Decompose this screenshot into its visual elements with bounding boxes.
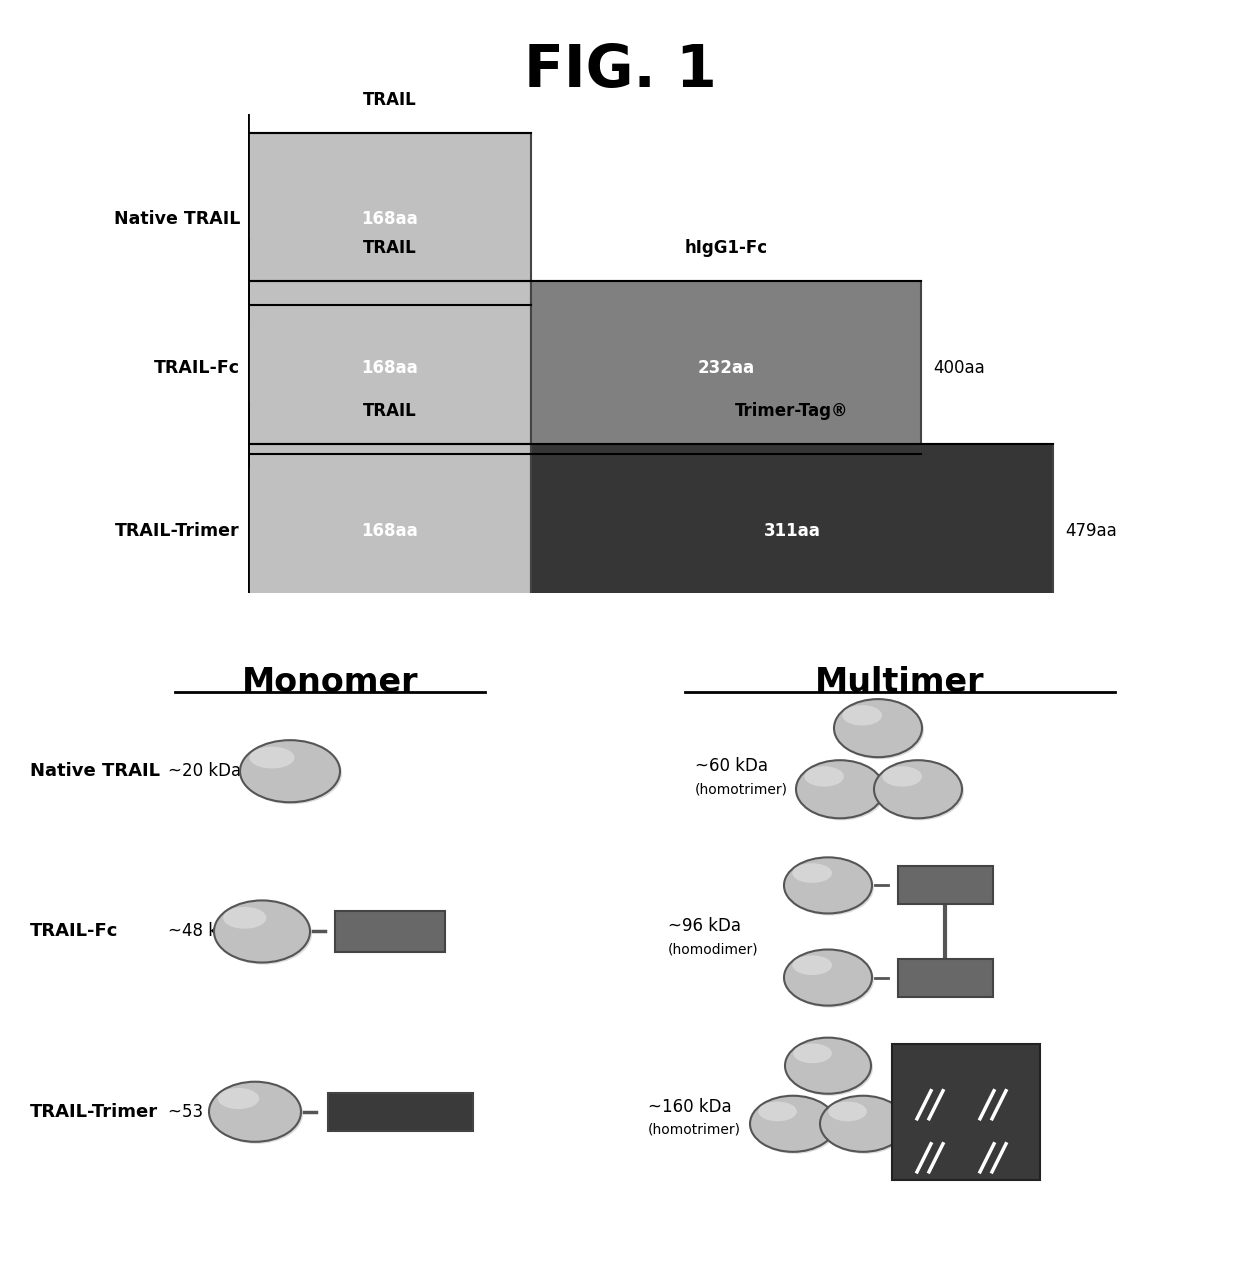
- Ellipse shape: [751, 1098, 838, 1153]
- Ellipse shape: [784, 857, 872, 914]
- Text: FIG. 1: FIG. 1: [523, 42, 717, 98]
- Text: TRAIL-Trimer: TRAIL-Trimer: [115, 521, 241, 540]
- Text: Native TRAIL: Native TRAIL: [114, 209, 241, 228]
- Ellipse shape: [787, 1040, 873, 1095]
- Ellipse shape: [874, 760, 962, 818]
- Ellipse shape: [223, 907, 267, 929]
- Ellipse shape: [786, 952, 874, 1007]
- Text: hIgG1-Fc: hIgG1-Fc: [684, 240, 768, 257]
- Ellipse shape: [828, 1102, 867, 1121]
- Ellipse shape: [750, 1095, 836, 1152]
- Text: Multimer: Multimer: [815, 666, 985, 699]
- Ellipse shape: [822, 1098, 908, 1153]
- Ellipse shape: [796, 760, 884, 818]
- Bar: [898, 867, 992, 905]
- Ellipse shape: [805, 766, 844, 786]
- Bar: [248, 281, 531, 454]
- Bar: [327, 1093, 472, 1131]
- Text: (homotrimer): (homotrimer): [649, 1123, 742, 1137]
- Text: 311aa: 311aa: [764, 521, 821, 540]
- Ellipse shape: [249, 747, 295, 769]
- Text: 479aa: 479aa: [1065, 521, 1117, 540]
- Ellipse shape: [241, 741, 340, 803]
- Text: ~48 kDa: ~48 kDa: [167, 923, 241, 940]
- Text: TRAIL: TRAIL: [362, 91, 417, 109]
- Text: ~96 kDa: ~96 kDa: [668, 917, 742, 935]
- Text: TRAIL-Fc: TRAIL-Fc: [30, 923, 118, 940]
- Ellipse shape: [242, 742, 342, 804]
- Ellipse shape: [216, 902, 312, 964]
- Ellipse shape: [792, 955, 832, 976]
- Ellipse shape: [218, 1088, 259, 1109]
- Bar: [531, 281, 921, 454]
- Ellipse shape: [792, 863, 832, 883]
- Text: TRAIL: TRAIL: [362, 240, 417, 257]
- Bar: [892, 1044, 1040, 1180]
- Text: 168aa: 168aa: [361, 358, 418, 377]
- Ellipse shape: [794, 1044, 832, 1063]
- Ellipse shape: [836, 702, 924, 760]
- Ellipse shape: [210, 1082, 301, 1142]
- Text: ~160 kDa: ~160 kDa: [649, 1098, 732, 1116]
- Ellipse shape: [786, 859, 874, 915]
- Ellipse shape: [820, 1095, 906, 1152]
- Text: Trimer-Tag®: Trimer-Tag®: [735, 403, 849, 420]
- Text: 168aa: 168aa: [361, 521, 418, 540]
- Text: 168aa: 168aa: [361, 209, 418, 228]
- Ellipse shape: [875, 762, 963, 820]
- Ellipse shape: [785, 1037, 870, 1094]
- Bar: [248, 444, 531, 617]
- Text: ~53 kDa: ~53 kDa: [167, 1103, 241, 1121]
- Text: Monomer: Monomer: [242, 666, 418, 699]
- Ellipse shape: [215, 900, 310, 963]
- Ellipse shape: [842, 705, 882, 726]
- Bar: [335, 911, 445, 952]
- Ellipse shape: [883, 766, 923, 786]
- Text: Native TRAIL: Native TRAIL: [30, 762, 160, 780]
- Ellipse shape: [758, 1102, 797, 1121]
- Text: (homotrimer): (homotrimer): [694, 782, 787, 796]
- Bar: [898, 959, 992, 997]
- Text: ~20 kDa: ~20 kDa: [167, 762, 241, 780]
- Ellipse shape: [784, 949, 872, 1006]
- Text: TRAIL: TRAIL: [362, 403, 417, 420]
- Text: 400aa: 400aa: [932, 358, 985, 377]
- Ellipse shape: [835, 699, 923, 757]
- Ellipse shape: [211, 1084, 303, 1143]
- Text: (homodimer): (homodimer): [668, 943, 759, 957]
- Text: ~60 kDa: ~60 kDa: [694, 757, 768, 775]
- Bar: [248, 133, 531, 305]
- Text: TRAIL-Fc: TRAIL-Fc: [154, 358, 241, 377]
- Text: 232aa: 232aa: [697, 358, 754, 377]
- Text: TRAIL-Trimer: TRAIL-Trimer: [30, 1103, 159, 1121]
- Ellipse shape: [799, 762, 887, 820]
- Bar: [531, 444, 1054, 617]
